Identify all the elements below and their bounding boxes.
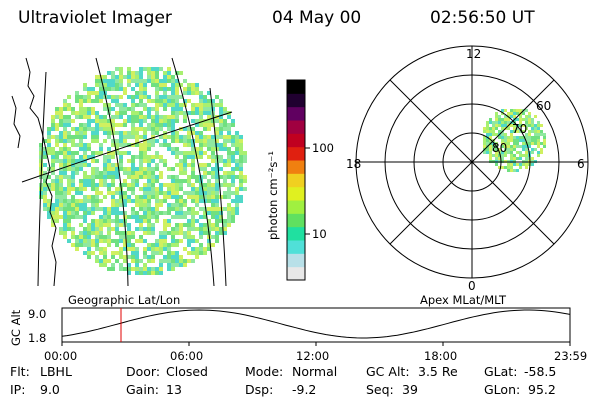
glon-label: GLon: <box>484 382 520 397</box>
door-value: Closed <box>166 364 208 379</box>
altitude-curve <box>61 309 571 339</box>
time-tick-2359: 23:59 <box>554 349 587 363</box>
instrument-title: Ultraviolet Imager <box>18 8 172 28</box>
instrument-status: Flt: LBHL IP: 9.0 Door: Closed Gain: 13 … <box>10 364 556 397</box>
geographic-caption: Geographic Lat/Lon <box>68 293 180 307</box>
mlt-label-18: 18 <box>346 157 361 171</box>
gc-alt-value: 3.5 Re <box>418 364 458 379</box>
mlt-label-0: 0 <box>468 279 476 293</box>
seq-label: Seq: <box>366 382 394 397</box>
filter-label: Flt: <box>10 364 30 379</box>
gain-value: 13 <box>166 382 182 397</box>
polar-caption: Apex MLat/MLT <box>420 293 507 307</box>
altitude-tick-max: 9.0 <box>28 307 46 321</box>
latitude-line <box>21 111 233 183</box>
colorbar-tick-10: 10 <box>312 227 327 241</box>
polar-panel: 12 0 18 6 60 70 80 <box>346 45 589 293</box>
ip-label: IP: <box>10 382 25 397</box>
time-tick-1200: 12:00 <box>296 349 329 363</box>
dsp-value: -9.2 <box>292 382 316 397</box>
mlat-label-60: 60 <box>536 99 551 113</box>
mlt-label-6: 6 <box>577 157 585 171</box>
meridian-4 <box>209 87 227 287</box>
coastline-west <box>11 95 21 149</box>
observation-date: 04 May 00 <box>272 8 362 28</box>
dsp-label: Dsp: <box>245 382 273 397</box>
meridian-2 <box>95 57 129 287</box>
mode-value: Normal <box>292 364 337 379</box>
geographic-panel <box>11 57 247 287</box>
time-tick-1800: 18:00 <box>424 349 457 363</box>
auroral-emission-image <box>39 67 247 275</box>
door-label: Door: <box>126 364 160 379</box>
mlt-label-12: 12 <box>466 47 481 61</box>
colorbar-tick-100: 100 <box>312 141 334 155</box>
filter-value: LBHL <box>40 364 72 379</box>
meridian-1 <box>37 71 47 287</box>
gc-alt-label: GC Alt: <box>366 364 410 379</box>
intensity-colorbar: 100 10 photon cm⁻²s⁻¹ <box>266 79 334 281</box>
altitude-tick-min: 1.8 <box>28 331 46 345</box>
glat-value: -58.5 <box>524 364 556 379</box>
altitude-strip: 9.0 1.8 GC Alt 00:00 06:00 12:00 18:00 2… <box>9 307 587 363</box>
altitude-axis-label: GC Alt <box>9 309 23 346</box>
glon-value: 95.2 <box>528 382 556 397</box>
glat-label: GLat: <box>484 364 517 379</box>
meridian-3 <box>171 57 215 287</box>
observation-time: 02:56:50 UT <box>430 8 535 28</box>
mlat-label-70: 70 <box>512 122 527 136</box>
coastline <box>25 57 57 287</box>
diagonal-line-2 <box>389 79 555 245</box>
mlat-label-80: 80 <box>492 141 507 155</box>
time-tick-0000: 00:00 <box>44 349 77 363</box>
ip-value: 9.0 <box>40 382 60 397</box>
seq-value: 39 <box>402 382 418 397</box>
mode-label: Mode: <box>245 364 283 379</box>
time-tick-0600: 06:00 <box>170 349 203 363</box>
gain-label: Gain: <box>126 382 159 397</box>
colorbar-unit-label: photon cm⁻²s⁻¹ <box>266 151 280 240</box>
